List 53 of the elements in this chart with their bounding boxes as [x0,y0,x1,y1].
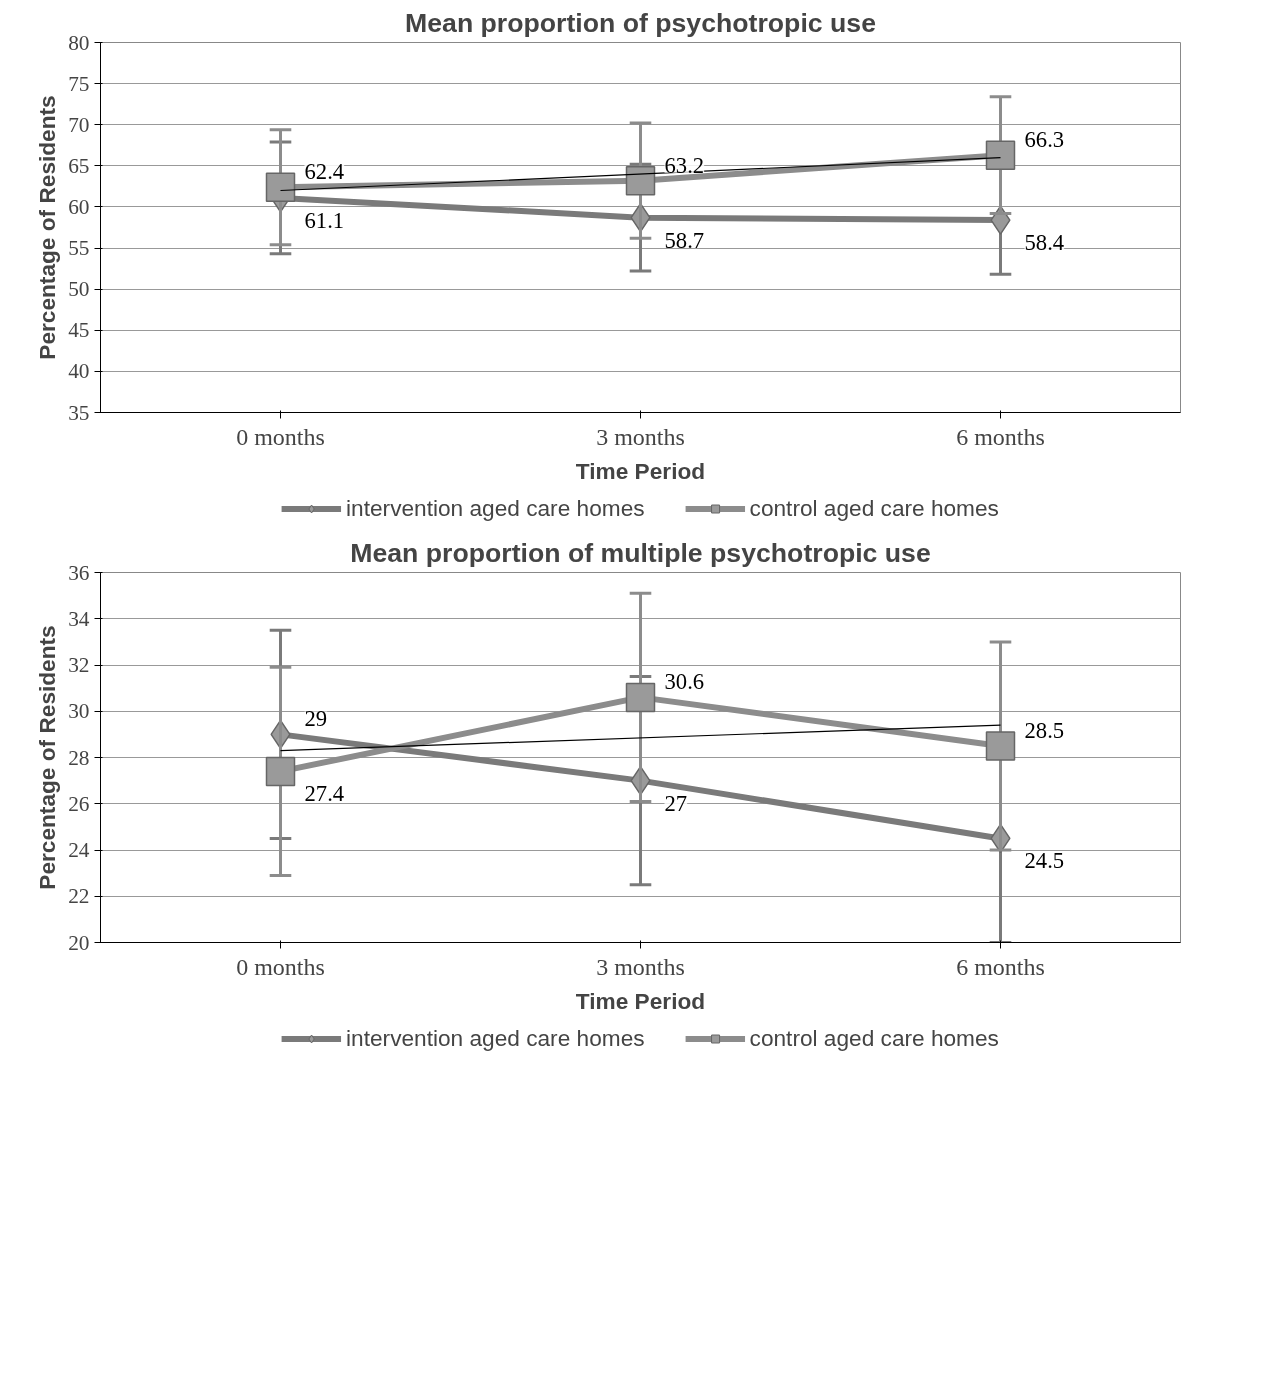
data-label: 30.6 [664,669,705,695]
y-axis-title: Percentage of Residents [34,95,61,360]
y-axis-title: Percentage of Residents [34,625,61,890]
point [985,731,1016,761]
point [625,682,656,713]
point [985,140,1016,170]
y-tick-label: 28 [68,745,90,770]
y-tick-label: 45 [68,318,90,343]
x-tick-label: 6 months [956,953,1045,980]
y-tick-label: 55 [68,236,90,261]
y-tick-label: 32 [68,653,90,677]
y-tick-label: 24 [68,838,90,862]
x-axis-title: Time Period [575,987,706,1014]
data-label: 63.2 [664,152,705,178]
x-tick-label: 3 months [596,423,685,450]
y-tick-label: 60 [68,194,90,219]
y-tick-label: 34 [68,606,90,631]
chart-title: Mean proportion of psychotropic use [405,7,876,38]
point [265,756,296,787]
y-tick-label: 26 [68,791,90,816]
y-tick-label: 70 [68,112,90,137]
y-tick-label: 80 [68,30,90,55]
y-tick-label: 36 [68,560,90,585]
data-label: 24.5 [1024,848,1065,874]
data-label: 29 [304,706,328,732]
y-tick-label: 75 [68,71,90,96]
data-label: 61.1 [304,207,345,233]
legend-label: control aged care homes [749,494,999,522]
y-tick-label: 40 [68,359,90,384]
data-label: 27.4 [304,781,345,807]
x-tick-label: 6 months [956,423,1045,450]
data-label: 58.7 [664,227,705,253]
data-label: 28.5 [1024,717,1065,743]
y-tick-label: 20 [68,930,90,955]
data-label: 27 [664,790,688,816]
y-tick-label: 50 [68,277,90,302]
y-tick-label: 65 [68,153,90,178]
data-label: 66.3 [1024,127,1065,153]
y-tick-label: 30 [68,699,90,724]
x-axis-title: Time Period [575,457,706,484]
data-label: 58.4 [1024,230,1065,256]
chart-title: Mean proportion of multiple psychotropic use [350,537,931,568]
point [625,165,656,196]
x-tick-label: 0 months [236,423,325,450]
x-tick-label: 0 months [236,953,325,980]
y-tick-label: 35 [68,400,90,425]
point [265,172,296,202]
y-tick-label: 22 [68,884,90,909]
data-label: 62.4 [304,159,345,185]
legend-label: control aged care homes [749,1024,999,1052]
x-tick-label: 3 months [596,953,685,980]
legend-label: intervention aged care homes [346,494,645,522]
legend-label: intervention aged care homes [346,1024,645,1052]
